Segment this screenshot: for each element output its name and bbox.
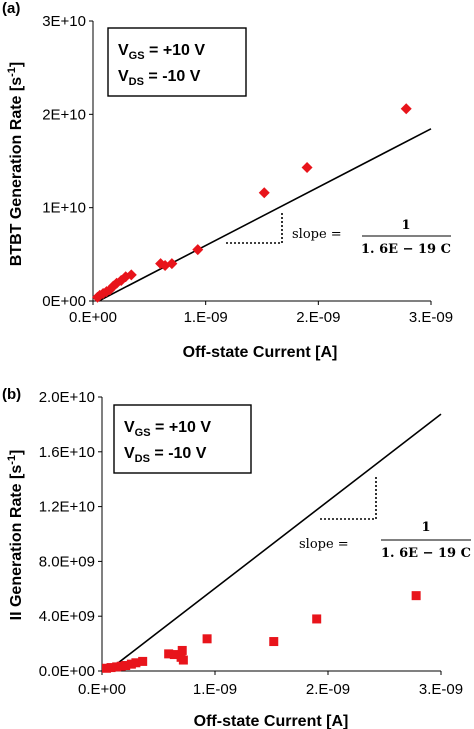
- panel-a-data-point: [120, 271, 132, 283]
- panel-a-x-axis-label: Off-state Current [A]: [183, 344, 338, 361]
- panel-b-slope-numerator: 1: [421, 520, 430, 535]
- panel-a-slope-triangle: [226, 212, 283, 244]
- panel-a-data-point: [400, 103, 412, 115]
- panel-a-slope-line: [98, 128, 432, 302]
- panel-b-data-points: [102, 591, 421, 673]
- panel-b-data-point: [116, 661, 126, 671]
- panel-a-data-points: [92, 103, 412, 303]
- panel-a-data-point: [192, 244, 204, 256]
- panel-b-data-point: [112, 662, 122, 672]
- panel-a-data-point: [301, 162, 313, 174]
- panel-b-conditions-frame: [113, 404, 252, 474]
- panel-a-y-tick-label: 3E+10: [42, 13, 86, 30]
- panel-b-data-point: [131, 658, 141, 668]
- panel-a-data-point: [258, 187, 270, 199]
- panel-b-label: (b): [2, 386, 21, 403]
- panel-a-x-tick-label: 2.E-09: [296, 309, 340, 326]
- panel-a-x-tick-label: 3.E-09: [409, 309, 453, 326]
- panel-a-conditions-box: VGS = +10 V VDS = -10 V: [107, 27, 247, 97]
- panel-b-conditions-box: VGS = +10 V VDS = -10 V: [113, 404, 252, 474]
- panel-b-data-point: [106, 663, 116, 673]
- panel-b-axes: [101, 397, 441, 672]
- panel-b-data-point: [121, 661, 131, 671]
- panel-b-data-point: [312, 614, 322, 624]
- panel-a-data-point: [166, 258, 178, 270]
- panel-b-data-point: [269, 637, 279, 647]
- panel-b-y-axis-label: II Generation Rate [s-1]: [6, 450, 25, 621]
- panel-a-label: (a): [2, 0, 20, 17]
- panel-b-slope-denominator: 1. 6E − 19 C: [381, 546, 471, 561]
- panel-a-slope-label: slope =: [292, 227, 342, 242]
- panel-b-data-point: [138, 656, 148, 666]
- panel-b-data-point: [126, 659, 136, 669]
- panel-b-data-point: [177, 645, 187, 655]
- panel-b-x-axis-label: Off-state Current [A]: [194, 713, 349, 729]
- panel-b: (b) 0.0E+00 4.0E+09 8.0E+09 1.2E+10 1.6E+10 2…: [2, 386, 471, 729]
- panel-b-y-tick-label: 4.0E+09: [39, 608, 95, 625]
- panel-b-y-tick-label: 1.2E+10: [39, 499, 95, 516]
- panel-b-data-point: [202, 634, 212, 644]
- panel-b-vgs-label: VGS = +10 V: [124, 419, 211, 439]
- panel-a-y-tick-label: 1E+10: [42, 200, 86, 217]
- panel-b-data-point: [164, 649, 174, 659]
- panel-a-vds-label: VDS = -10 V: [118, 68, 201, 88]
- panel-a-y-tick-label: 2E+10: [42, 106, 86, 123]
- panel-a-slope-denominator: 1. 6E − 19 C: [361, 242, 451, 257]
- panel-a-slope-annotation: slope = 1 1. 6E − 19 C: [226, 212, 451, 257]
- panel-b-y-tick-label: 0.0E+00: [39, 663, 95, 680]
- panel-b-x-tick-label: 0.E+00: [78, 681, 126, 698]
- panel-a-y-tick-label: 0E+00: [42, 293, 86, 310]
- panel-b-y-tick-label: 8.0E+09: [39, 553, 95, 570]
- panel-a-slope-numerator: 1: [401, 218, 410, 233]
- panel-a-x-tick-label: 0.E+00: [69, 309, 117, 326]
- panel-b-data-point: [102, 663, 112, 673]
- panel-b-y-tick-label: 2.0E+10: [39, 389, 95, 406]
- panel-b-x-tick-label: 1.E-09: [193, 681, 237, 698]
- panel-b-data-point: [169, 650, 179, 660]
- panel-b-x-tick-label: 2.E-09: [306, 681, 350, 698]
- panel-b-slope-line: [107, 413, 442, 672]
- panel-b-slope-annotation: slope = 1 1. 6E − 19 C: [299, 476, 471, 561]
- panel-a-data-point: [125, 269, 137, 281]
- panel-b-slope-label: slope =: [299, 537, 349, 552]
- panel-b-ticks: 0.0E+00 4.0E+09 8.0E+09 1.2E+10 1.6E+10 2.0E+…: [39, 389, 463, 698]
- panel-b-x-tick-label: 3.E-09: [419, 681, 463, 698]
- panel-a-vgs-label: VGS = +10 V: [118, 42, 205, 62]
- panel-b-data-point: [411, 591, 421, 601]
- panel-a-conditions-frame: [107, 27, 247, 97]
- panel-b-y-tick-label: 1.6E+10: [39, 444, 95, 461]
- panel-b-vds-label: VDS = -10 V: [124, 445, 207, 465]
- panel-a-y-axis-label: BTBT Generation Rate [s-1]: [6, 62, 25, 266]
- panel-a-ticks: 0E+00 1E+10 2E+10 3E+10 0.E+00 1.E-09 2.E-09 3.…: [42, 13, 453, 326]
- panel-b-data-point: [178, 655, 188, 665]
- panel-a: (a) 0E+00 1E+10 2E+10 3E+10 0.E+00 1.E-09 2.E-…: [2, 0, 453, 361]
- panel-a-axes: [92, 21, 431, 302]
- panel-b-slope-triangle: [320, 476, 377, 520]
- panel-a-x-tick-label: 1.E-09: [184, 309, 228, 326]
